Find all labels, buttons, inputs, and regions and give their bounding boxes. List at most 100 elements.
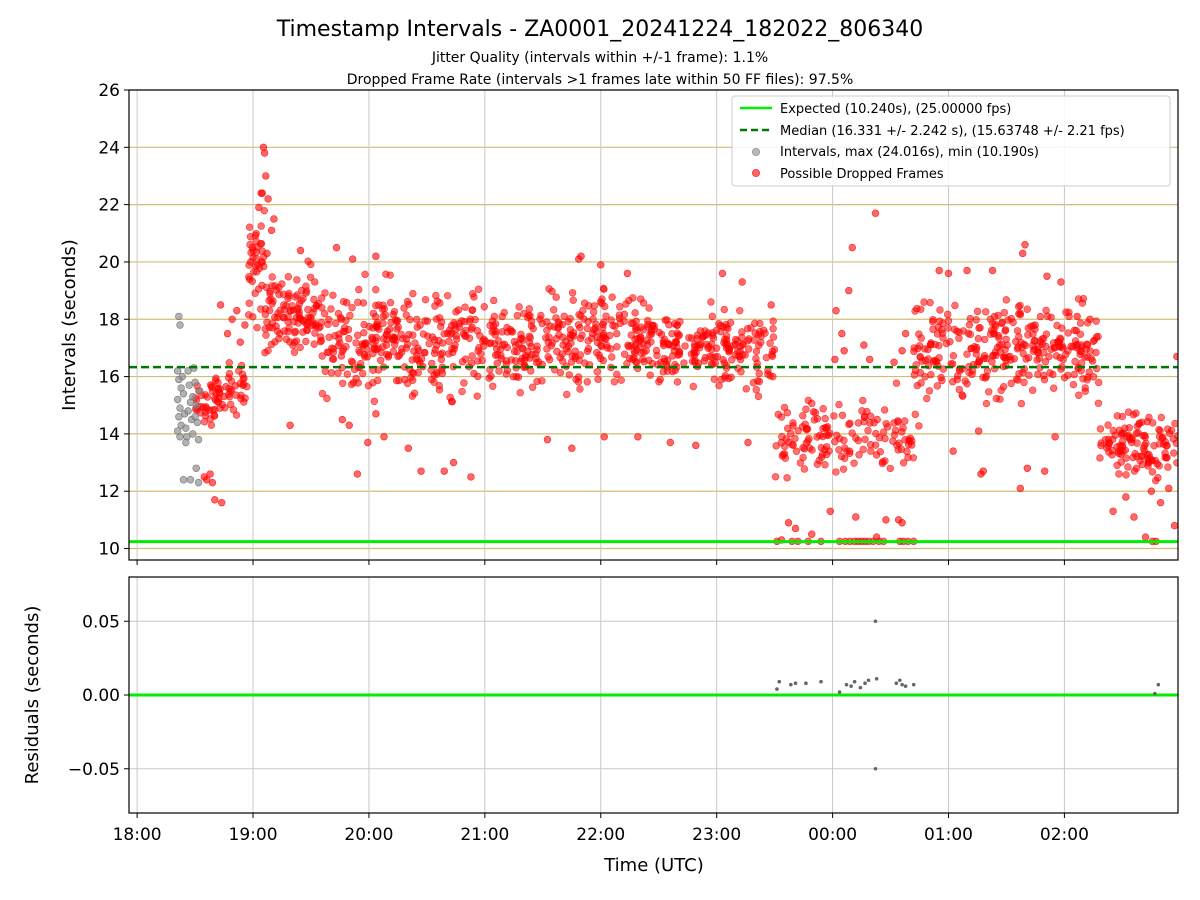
dropped-frame-point — [1016, 484, 1025, 493]
dropped-frame-point — [1104, 421, 1112, 429]
dropped-frame-point — [325, 315, 333, 324]
dropped-frame-point — [692, 441, 700, 450]
dropped-frame-point — [901, 329, 910, 338]
residual-point — [775, 687, 779, 691]
dropped-frame-point — [657, 330, 666, 339]
dropped-frame-point — [1045, 352, 1053, 361]
dropped-frame-point — [950, 325, 959, 334]
dropped-frame-point — [468, 352, 476, 360]
dropped-frame-point — [860, 341, 868, 349]
dropped-frame-point — [1025, 371, 1033, 379]
dropped-frame-point — [1024, 354, 1033, 362]
dropped-frame-point — [988, 266, 997, 275]
dropped-frame-point — [311, 278, 319, 286]
dropped-frame-point — [532, 354, 540, 363]
dropped-frame-point — [871, 209, 880, 217]
dropped-frame-point — [257, 222, 265, 230]
dropped-frame-point — [397, 330, 405, 339]
residuals-points — [775, 619, 1161, 771]
dropped-frame-point — [645, 304, 653, 312]
dropped-frame-point — [499, 341, 507, 349]
dropped-frame-point — [1036, 312, 1045, 321]
dropped-frame-point — [1073, 312, 1081, 321]
dropped-frame-point — [218, 498, 226, 507]
dropped-frame-point — [835, 446, 843, 454]
legend-dropped-label: Possible Dropped Frames — [780, 167, 944, 182]
dropped-frame-point — [802, 405, 810, 413]
dropped-frame-point — [988, 358, 996, 366]
dropped-frame-point — [832, 306, 840, 315]
dropped-frame-point — [470, 293, 478, 301]
dropped-frame-point — [1095, 378, 1103, 387]
dropped-frame-point — [898, 519, 906, 527]
dropped-frame-point — [468, 306, 476, 314]
dropped-frame-point — [999, 383, 1008, 391]
dropped-frame-point — [400, 304, 408, 312]
dropped-frame-point — [867, 447, 875, 455]
dropped-frame-point — [981, 335, 989, 344]
dropped-frame-point — [653, 351, 661, 360]
dropped-frame-point — [353, 470, 362, 478]
dropped-frame-point — [1014, 376, 1022, 384]
dropped-frame-point — [910, 347, 918, 356]
intervals-y-axis-label: Intervals (seconds) — [59, 239, 80, 411]
dropped-frame-point — [260, 206, 269, 215]
dropped-frame-point — [1020, 378, 1028, 387]
intervals-y-ticks: 10 12 14 16 18 20 22 24 26 — [98, 81, 129, 560]
interval-point — [189, 392, 197, 401]
dropped-frame-point — [861, 435, 869, 444]
dropped-frame-point — [953, 372, 962, 380]
dropped-frame-point — [423, 317, 432, 325]
dropped-frame-point — [438, 349, 446, 357]
dropped-frame-point — [736, 306, 744, 315]
dropped-frame-point — [384, 353, 392, 361]
dropped-frame-point — [702, 331, 710, 339]
dropped-frame-point — [1069, 380, 1078, 389]
dropped-frame-point — [583, 324, 592, 333]
dropped-frame-point — [402, 344, 411, 352]
intervals-y-tick-label: 20 — [98, 253, 120, 273]
dropped-frame-point — [1018, 249, 1027, 258]
dropped-frame-point — [405, 330, 413, 339]
dropped-frame-point — [376, 356, 385, 364]
dropped-frame-point — [693, 334, 701, 343]
interval-point — [196, 387, 204, 395]
interval-point — [184, 407, 192, 415]
dropped-frame-point — [415, 356, 423, 365]
dropped-frame-point — [525, 305, 533, 313]
dropped-frame-point — [1145, 413, 1153, 422]
dropped-frame-point — [818, 450, 827, 459]
dropped-frame-point — [915, 330, 923, 338]
dropped-frame-point — [318, 352, 326, 360]
dropped-frame-point — [370, 397, 379, 405]
dropped-frame-point — [982, 372, 991, 381]
dropped-frame-point — [749, 379, 758, 387]
dropped-frame-point — [1105, 448, 1113, 456]
dropped-frame-point — [568, 444, 576, 452]
dropped-frame-point — [1094, 399, 1103, 407]
dropped-frame-point — [731, 335, 740, 344]
dropped-frame-point — [1096, 425, 1105, 433]
dropped-frame-point — [1076, 319, 1085, 327]
dropped-frame-point — [1041, 358, 1050, 366]
dropped-frame-point — [617, 376, 625, 384]
dropped-frame-point — [1164, 463, 1172, 471]
dropped-frame-point — [528, 383, 537, 391]
dropped-frame-point — [872, 533, 881, 541]
dropped-frame-point — [592, 320, 600, 328]
dropped-frame-point — [343, 370, 352, 378]
dropped-frame-point — [835, 400, 843, 409]
interval-point — [182, 438, 190, 447]
dropped-frame-point — [886, 464, 895, 473]
dropped-frame-point — [1015, 370, 1023, 378]
dropped-frame-point — [791, 524, 800, 533]
dropped-frame-point — [1141, 431, 1149, 440]
dropped-frame-point — [543, 345, 551, 353]
dropped-frame-point — [446, 393, 454, 402]
dropped-frame-point — [316, 323, 324, 331]
legend-expected-label: Expected (10.240s), (25.00000 fps) — [780, 102, 1011, 117]
dropped-frame-point — [297, 286, 306, 295]
dropped-frame-point — [1163, 441, 1171, 450]
dropped-frame-point — [712, 344, 721, 352]
dropped-frame-point — [371, 345, 379, 353]
